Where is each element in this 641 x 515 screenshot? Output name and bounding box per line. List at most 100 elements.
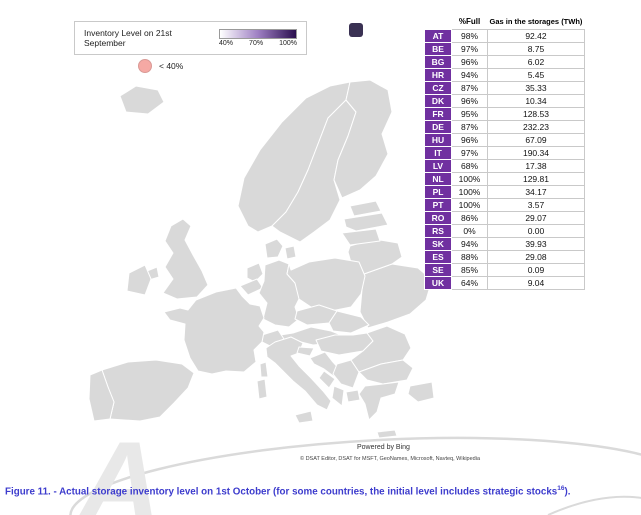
table-row: DE 87% 232.23: [424, 120, 585, 134]
country-IE[interactable]: [126, 264, 152, 296]
country-code-cell: FR: [424, 107, 452, 121]
table-row: AT 98% 92.42: [424, 29, 585, 43]
table-row: ES 88% 29.08: [424, 250, 585, 264]
table-row: BG 96% 6.02: [424, 55, 585, 69]
country-code-cell: SE: [424, 263, 452, 277]
country-PT[interactable]: [88, 369, 115, 422]
country-ES[interactable]: [101, 359, 195, 422]
pct-full-cell: 87%: [451, 81, 488, 95]
pct-full-cell: 96%: [451, 94, 488, 108]
country-code-cell: SK: [424, 237, 452, 251]
caption-suffix: ).: [564, 486, 571, 498]
legend-ticks: 40% 70% 100%: [219, 40, 297, 47]
twh-value-cell: 29.07: [487, 211, 585, 225]
twh-value-cell: 17.38: [487, 159, 585, 173]
table-row: LV 68% 17.38: [424, 159, 585, 173]
country-UA[interactable]: [359, 263, 433, 329]
country-code-cell: PL: [424, 185, 452, 199]
pct-full-cell: 87%: [451, 120, 488, 134]
country-code-cell: DK: [424, 94, 452, 108]
country-LV[interactable]: [343, 212, 389, 232]
legend-title: Inventory Level on 21st September: [84, 28, 172, 48]
country-IS[interactable]: [119, 85, 165, 115]
table-row: UK 64% 9.04: [424, 276, 585, 290]
country-GR[interactable]: [358, 381, 400, 439]
storage-table: %Full Gas in the storages (TWh) AT 98% 9…: [424, 15, 585, 290]
table-row: SE 85% 0.09: [424, 263, 585, 277]
twh-value-cell: 129.81: [487, 172, 585, 186]
country-SI[interactable]: [296, 346, 315, 357]
europe-choropleth-map: [88, 79, 434, 439]
country-IT[interactable]: [256, 336, 332, 424]
country-code-cell: DE: [424, 120, 452, 134]
table-row: IT 97% 190.34: [424, 146, 585, 160]
country-MK[interactable]: [345, 389, 361, 403]
table-row: RO 86% 29.07: [424, 211, 585, 225]
country-FI[interactable]: [333, 79, 393, 199]
pct-full-cell: 68%: [451, 159, 488, 173]
country-TR[interactable]: [407, 381, 434, 403]
pct-full-cell: 94%: [451, 68, 488, 82]
country-code-cell: IT: [424, 146, 452, 160]
pct-full-cell: 85%: [451, 263, 488, 277]
pct-full-cell: 64%: [451, 276, 488, 290]
twh-value-cell: 10.34: [487, 94, 585, 108]
twh-value-cell: 35.33: [487, 81, 585, 95]
country-BY[interactable]: [347, 238, 403, 275]
table-header-row: %Full Gas in the storages (TWh): [425, 15, 585, 30]
country-FR[interactable]: [163, 287, 269, 378]
legend-tick-70: 70%: [249, 40, 264, 47]
table-row: HU 96% 67.09: [424, 133, 585, 147]
swoosh-arc: [547, 495, 641, 515]
country-LT[interactable]: [341, 228, 381, 246]
twh-value-cell: 5.45: [487, 68, 585, 82]
country-BG[interactable]: [358, 359, 414, 385]
header-pct-full: %Full: [458, 17, 481, 26]
pct-full-cell: 97%: [451, 42, 488, 56]
country-code-cell: CZ: [424, 81, 452, 95]
table-row: BE 97% 8.75: [424, 42, 585, 56]
table-row: FR 95% 128.53: [424, 107, 585, 121]
country-SK[interactable]: [328, 310, 370, 334]
legend-below-40: < 40%: [138, 59, 183, 73]
country-code-cell: LV: [424, 159, 452, 173]
twh-value-cell: 67.09: [487, 133, 585, 147]
pct-full-cell: 98%: [451, 29, 488, 43]
header-gas-twh: Gas in the storages (TWh): [489, 17, 583, 26]
twh-value-cell: 29.08: [487, 250, 585, 264]
twh-value-cell: 92.42: [487, 29, 585, 43]
country-code-cell: AT: [424, 29, 452, 43]
caption-text: Figure 11. - Actual storage inventory le…: [5, 486, 558, 498]
country-BA[interactable]: [318, 370, 336, 389]
country-DK[interactable]: [264, 238, 297, 260]
table-row: DK 96% 10.34: [424, 94, 585, 108]
table-row: CZ 87% 35.33: [424, 81, 585, 95]
legend-gradient-bar: [219, 29, 297, 39]
twh-value-cell: 232.23: [487, 120, 585, 134]
twh-value-cell: 34.17: [487, 185, 585, 199]
pct-full-cell: 0%: [451, 224, 488, 238]
legend-tick-40: 40%: [219, 40, 234, 47]
country-code-cell: PT: [424, 198, 452, 212]
country-code-cell: ES: [424, 250, 452, 264]
country-UK[interactable]: [146, 218, 209, 300]
country-code-cell: RS: [424, 224, 452, 238]
pct-full-cell: 100%: [451, 172, 488, 186]
map-options-icon[interactable]: [349, 23, 363, 37]
twh-value-cell: 190.34: [487, 146, 585, 160]
country-code-cell: BE: [424, 42, 452, 56]
country-NL[interactable]: [246, 262, 264, 283]
country-PL[interactable]: [286, 257, 366, 312]
table-row: PT 100% 3.57: [424, 198, 585, 212]
pct-full-cell: 100%: [451, 185, 488, 199]
twh-value-cell: 0.09: [487, 263, 585, 277]
table-row: SK 94% 39.93: [424, 237, 585, 251]
twh-value-cell: 0.00: [487, 224, 585, 238]
twh-value-cell: 6.02: [487, 55, 585, 69]
pct-full-cell: 100%: [451, 198, 488, 212]
country-ME-AL[interactable]: [331, 385, 345, 407]
below-40-label: < 40%: [159, 61, 184, 71]
country-EE[interactable]: [349, 200, 382, 217]
pct-full-cell: 97%: [451, 146, 488, 160]
